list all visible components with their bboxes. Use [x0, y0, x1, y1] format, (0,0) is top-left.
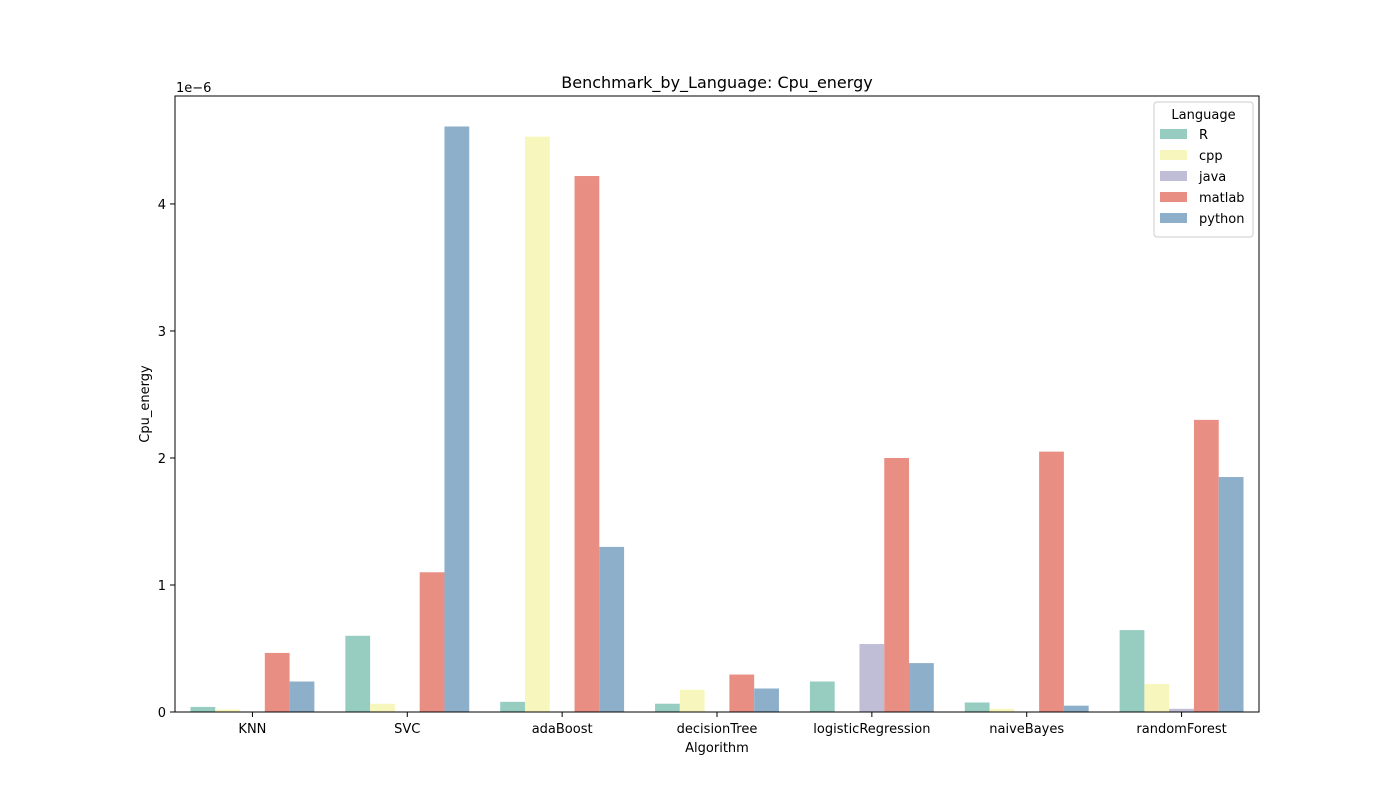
y-tick-label: 3	[158, 325, 166, 340]
bar-matlab-decisionTree	[729, 674, 755, 712]
bar-cpp-SVC	[370, 703, 395, 712]
bar-java-logisticRegression	[859, 644, 885, 712]
bar-matlab-naiveBayes	[1039, 451, 1064, 712]
y-offset-label: 1e−6	[176, 81, 211, 96]
x-tick-label: decisionTree	[677, 722, 758, 737]
chart-title: Benchmark_by_Language: Cpu_energy	[561, 73, 872, 93]
bar-R-SVC	[345, 635, 371, 712]
bar-R-logisticRegression	[809, 681, 835, 712]
legend-label-matlab: matlab	[1199, 191, 1245, 206]
legend-swatch-matlab	[1160, 192, 1187, 202]
legend-label-R: R	[1199, 128, 1208, 143]
bar-python-logisticRegression	[909, 663, 934, 712]
bar-python-decisionTree	[754, 688, 779, 712]
y-tick-label: 0	[158, 706, 166, 721]
bar-cpp-KNN	[215, 709, 241, 712]
legend-swatch-java	[1160, 171, 1187, 181]
legend-label-cpp: cpp	[1199, 149, 1223, 164]
x-tick-label: randomForest	[1136, 722, 1226, 737]
legend-swatch-R	[1160, 129, 1187, 139]
bar-python-naiveBayes	[1063, 705, 1089, 712]
bar-java-randomForest	[1169, 708, 1194, 712]
bar-matlab-randomForest	[1193, 419, 1219, 712]
bars-group	[190, 126, 1244, 713]
bar-python-adaBoost	[599, 546, 625, 712]
y-tick-label: 1	[158, 579, 166, 594]
legend-label-java: java	[1198, 170, 1226, 185]
bar-matlab-SVC	[419, 572, 445, 712]
bar-matlab-logisticRegression	[884, 457, 910, 712]
bar-R-randomForest	[1119, 630, 1145, 712]
bar-matlab-KNN	[264, 652, 290, 712]
legend-swatch-cpp	[1160, 150, 1187, 160]
bar-python-SVC	[444, 126, 470, 712]
x-tick-label: KNN	[238, 722, 266, 737]
x-tick-label: naiveBayes	[989, 722, 1064, 737]
bar-matlab-adaBoost	[574, 176, 600, 713]
x-tick-label: logisticRegression	[813, 722, 930, 737]
y-axis: 0 1 2 3 4	[158, 198, 175, 721]
y-tick-label: 2	[158, 452, 166, 467]
bar-cpp-adaBoost	[524, 136, 550, 712]
bar-R-naiveBayes	[964, 702, 990, 712]
legend-label-python: python	[1199, 212, 1244, 227]
plot-frame	[174, 95, 1260, 713]
legend-swatch-python	[1160, 213, 1187, 223]
y-axis-label: Cpu_energy	[138, 365, 153, 443]
bar-cpp-randomForest	[1144, 684, 1170, 712]
x-axis-label: Algorithm	[685, 741, 749, 756]
x-tick-label: SVC	[394, 722, 420, 737]
bar-R-decisionTree	[655, 703, 680, 712]
bar-cpp-naiveBayes	[989, 708, 1015, 712]
x-tick-label: adaBoost	[532, 722, 593, 737]
bar-R-KNN	[190, 706, 216, 712]
x-axis: KNN SVC adaBoost decisionTree logisticRegres…	[238, 712, 1227, 737]
legend-title: Language	[1171, 108, 1235, 123]
bar-python-randomForest	[1218, 477, 1244, 712]
bar-python-KNN	[289, 681, 315, 712]
bar-R-adaBoost	[500, 701, 525, 712]
y-tick-label: 4	[158, 198, 166, 213]
bar-cpp-decisionTree	[679, 689, 705, 712]
